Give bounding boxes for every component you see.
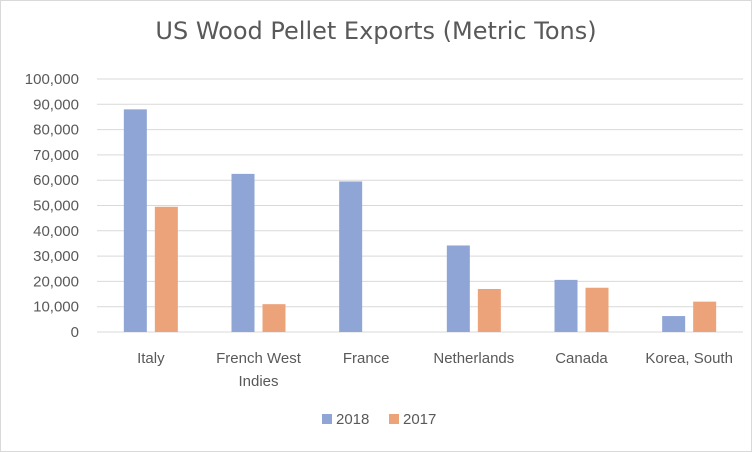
bar-2018-5	[662, 316, 686, 332]
y-tick-label: 40,000	[33, 223, 79, 240]
y-tick-label: 50,000	[33, 198, 79, 215]
bar-2017-0	[154, 206, 178, 332]
y-tick-label: 60,000	[33, 172, 79, 189]
bar-2018-4	[554, 279, 578, 332]
bar-2017-3	[477, 288, 501, 332]
x-tick-label: Korea, South	[645, 350, 733, 367]
x-tick-label: Indies	[238, 373, 278, 390]
y-tick-label: 80,000	[33, 122, 79, 139]
x-tick-label: Italy	[137, 350, 165, 367]
x-tick-label: Netherlands	[433, 350, 514, 367]
y-tick-label: 10,000	[33, 299, 79, 316]
bar-2018-0	[123, 109, 147, 332]
y-tick-label: 30,000	[33, 248, 79, 265]
y-tick-label: 20,000	[33, 273, 79, 290]
bar-2018-3	[446, 245, 470, 332]
bar-2017-1	[262, 304, 286, 332]
bar-2017-5	[693, 301, 717, 332]
bar-2018-2	[339, 181, 363, 332]
legend-swatch-2018	[322, 414, 332, 424]
x-tick-label: French West	[216, 350, 302, 367]
chart-title: US Wood Pellet Exports (Metric Tons)	[155, 17, 597, 45]
legend-label-2018: 2018	[336, 411, 369, 428]
legend-swatch-2017	[389, 414, 399, 424]
y-tick-label: 0	[71, 324, 79, 341]
y-tick-label: 90,000	[33, 96, 79, 113]
legend-label-2017: 2017	[403, 411, 436, 428]
x-tick-label: France	[343, 350, 390, 367]
x-tick-label: Canada	[555, 350, 608, 367]
y-tick-label: 70,000	[33, 147, 79, 164]
y-tick-label: 100,000	[25, 71, 79, 88]
bar-2018-1	[231, 173, 255, 332]
bar-2017-4	[585, 287, 609, 332]
